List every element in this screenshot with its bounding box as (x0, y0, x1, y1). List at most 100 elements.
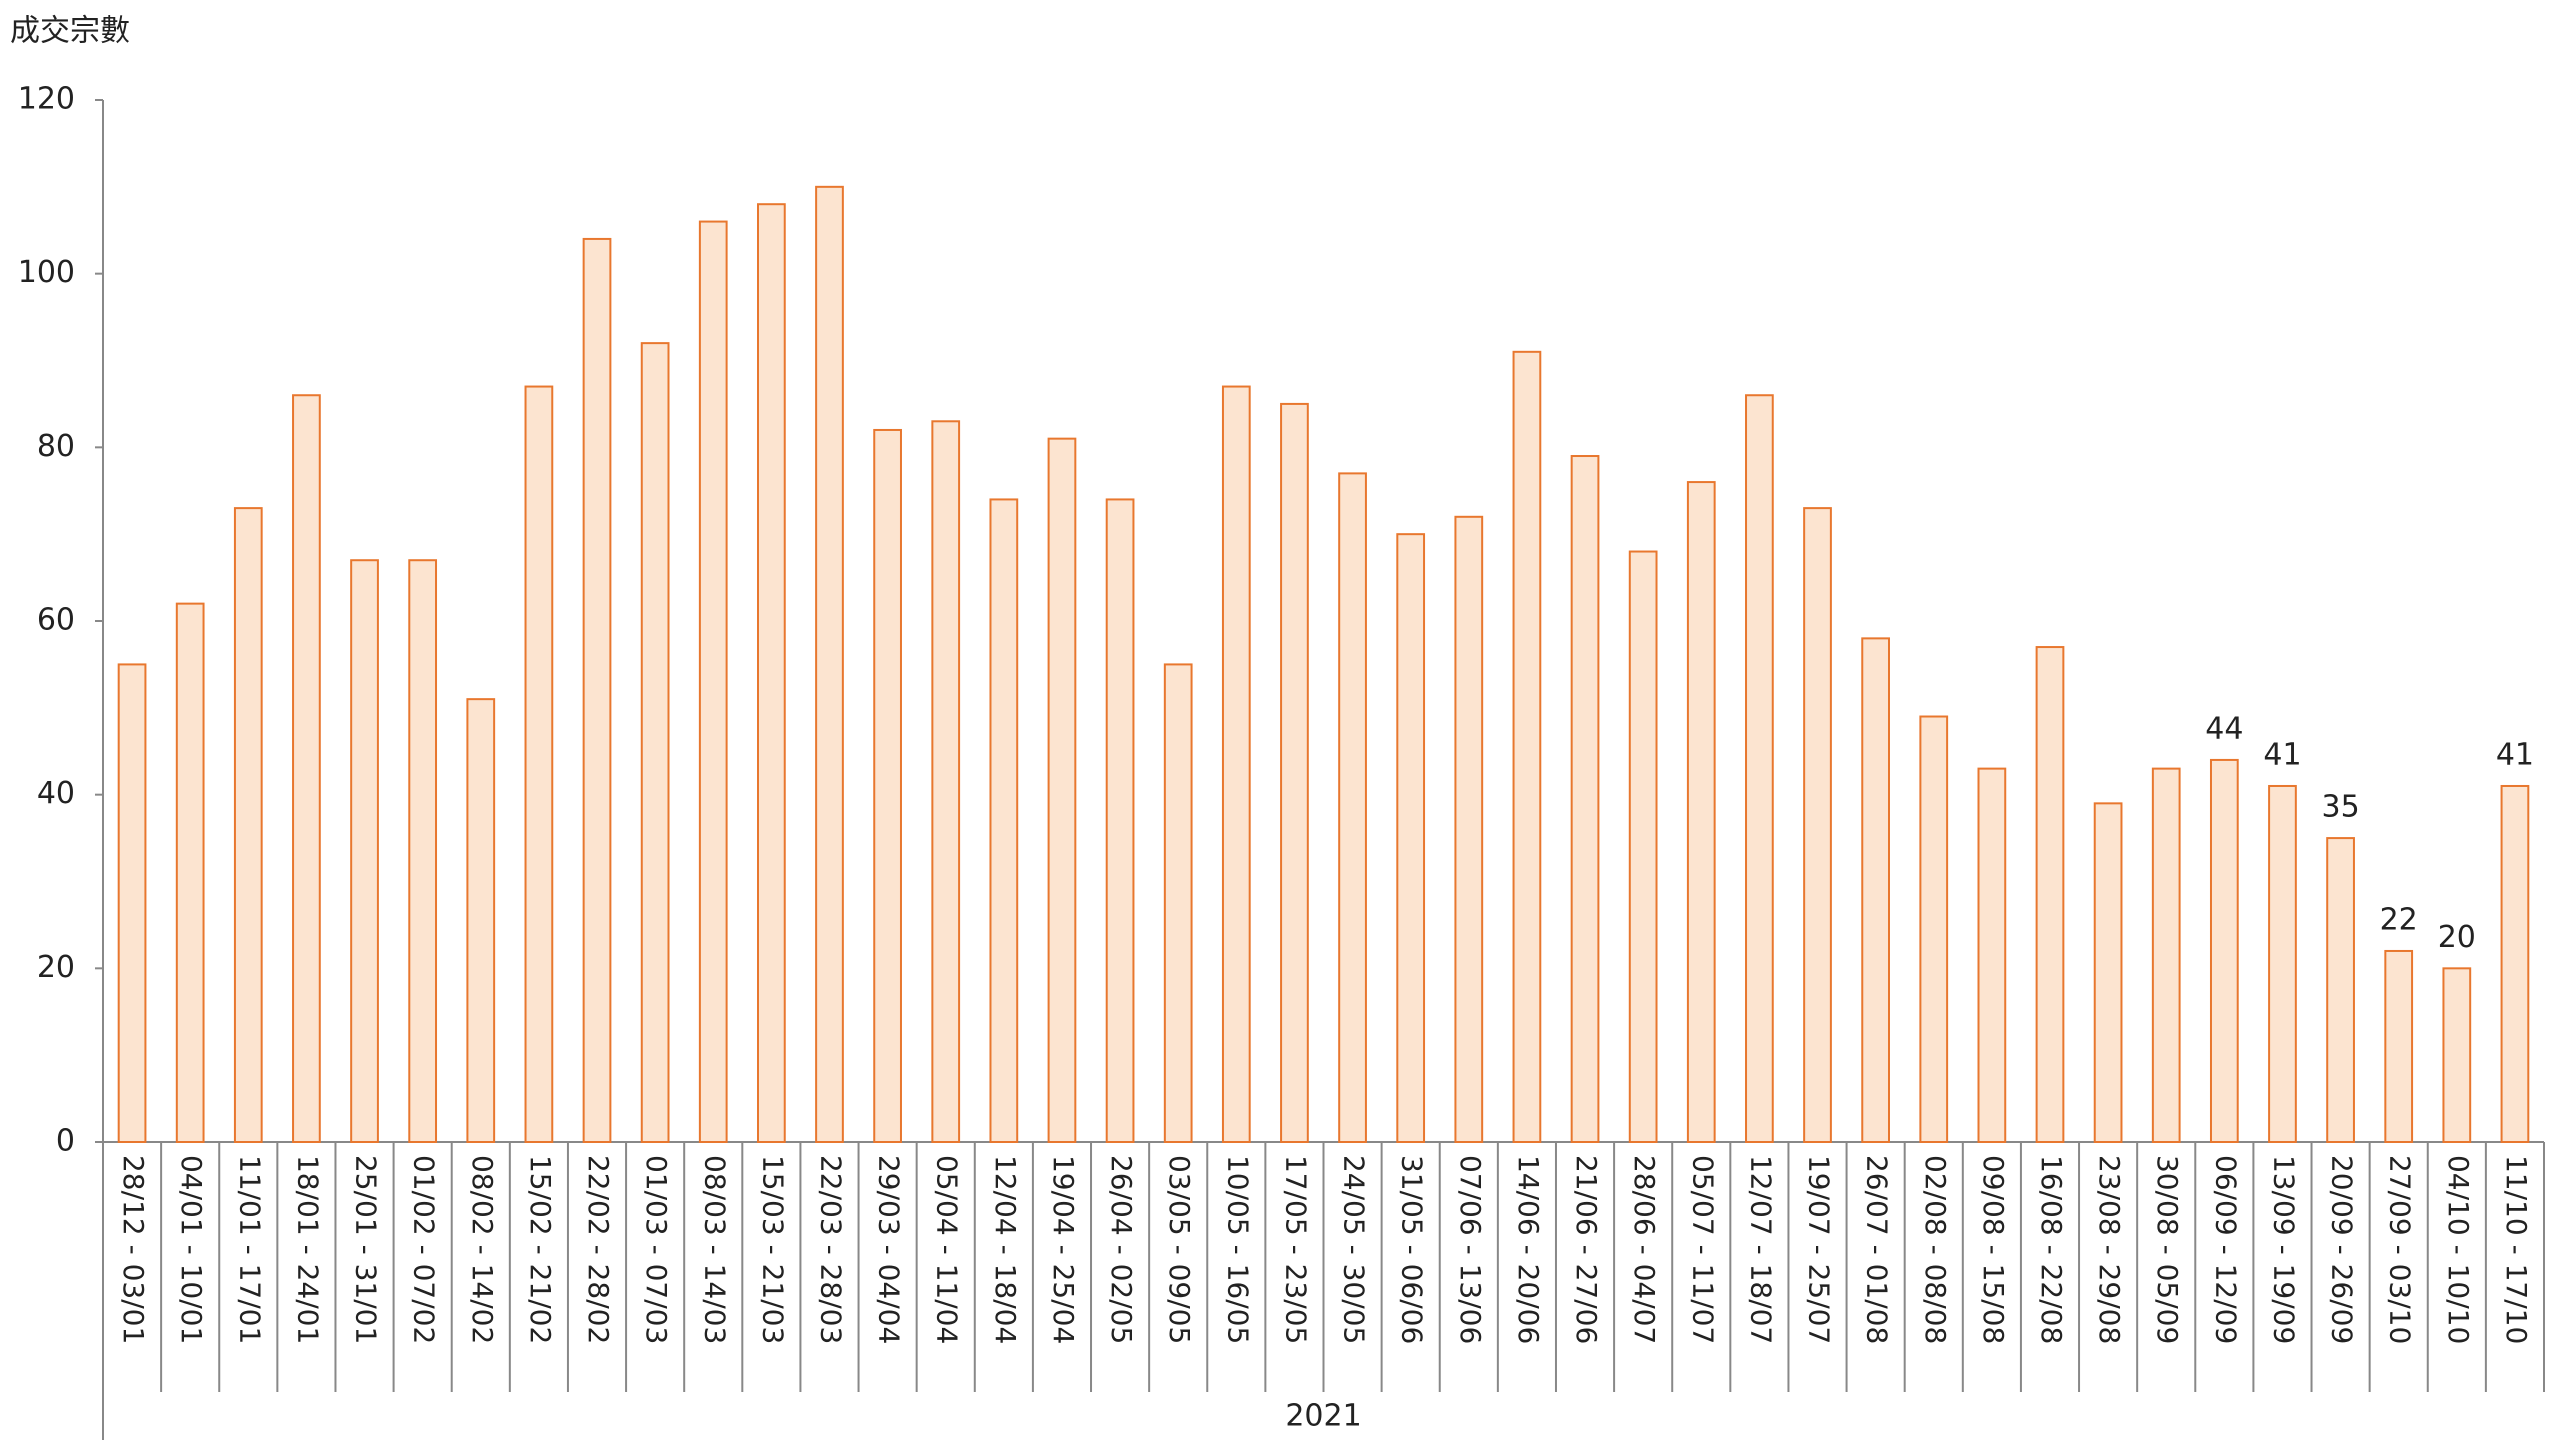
bar (1803, 507, 1832, 1144)
bar (1454, 515, 1484, 1143)
x-tick-label: 18/01 - 24/01 (291, 1155, 324, 1344)
x-tick-label: 23/08 - 29/08 (2093, 1155, 2126, 1344)
x-tick-label: 10/05 - 16/05 (1221, 1155, 1254, 1344)
bar (2500, 784, 2530, 1143)
data-label: 20 (2438, 920, 2476, 955)
group-label: 2021 (1285, 1399, 1361, 1434)
x-tick-label: 27/09 - 03/10 (2384, 1155, 2417, 1344)
bar (1396, 533, 1426, 1143)
x-tick-label: 13/09 - 19/09 (2267, 1155, 2300, 1344)
bar (640, 342, 670, 1143)
x-tick-label: 28/06 - 04/07 (1628, 1155, 1661, 1344)
bar (2035, 646, 2065, 1143)
data-label: 44 (2205, 711, 2243, 746)
y-tick-label: 40 (37, 776, 75, 811)
x-tick-label: 11/10 - 17/10 (2500, 1155, 2533, 1344)
bar (1280, 402, 1309, 1143)
x-tick-label: 19/04 - 25/04 (1047, 1155, 1080, 1344)
x-tick-label: 20/09 - 26/09 (2326, 1155, 2359, 1344)
x-tick-label: 26/04 - 02/05 (1105, 1155, 1138, 1344)
x-tick-label: 14/06 - 20/06 (1512, 1155, 1545, 1344)
x-tick-label: 11/01 - 17/01 (233, 1155, 266, 1344)
bar (1221, 385, 1251, 1143)
y-tick-label: 100 (18, 255, 75, 290)
x-tick-label: 06/09 - 12/09 (2209, 1155, 2242, 1344)
x-tick-label: 31/05 - 06/06 (1396, 1155, 1429, 1344)
bar (2093, 802, 2123, 1143)
x-tick-label: 24/05 - 30/05 (1338, 1155, 1371, 1344)
bar (117, 663, 147, 1144)
bar (1861, 637, 1890, 1143)
bar (1628, 550, 1658, 1143)
bar (1745, 394, 1774, 1143)
x-tick-label: 08/03 - 14/03 (698, 1155, 731, 1344)
x-tick-label: 15/02 - 21/02 (524, 1155, 557, 1344)
x-tick-label: 01/02 - 07/02 (408, 1155, 441, 1344)
x-tick-label: 09/08 - 15/08 (1977, 1155, 2010, 1344)
x-tick-label: 19/07 - 25/07 (1803, 1155, 1836, 1344)
x-tick-label: 22/02 - 28/02 (582, 1155, 615, 1344)
x-tick-label: 22/03 - 28/03 (814, 1155, 847, 1344)
y-tick-label: 0 (56, 1124, 75, 1159)
bar (1977, 767, 2007, 1143)
bar (1163, 663, 1193, 1144)
bar (2442, 967, 2472, 1143)
bar (1686, 481, 1716, 1144)
x-tick-label: 30/08 - 05/09 (2151, 1155, 2184, 1344)
bar (582, 237, 612, 1143)
x-tick-label: 16/08 - 22/08 (2035, 1155, 2068, 1344)
x-tick-label: 25/01 - 31/01 (350, 1155, 383, 1344)
x-tick-label: 28/12 - 03/01 (117, 1155, 150, 1344)
x-tick-label: 05/04 - 11/04 (931, 1155, 964, 1344)
bar (2268, 784, 2297, 1143)
bar (2326, 837, 2355, 1143)
bar (466, 698, 496, 1144)
bar (815, 185, 844, 1144)
data-label: 41 (2496, 737, 2534, 772)
data-label: 22 (2380, 902, 2418, 937)
x-tick-label: 04/01 - 10/01 (175, 1155, 208, 1344)
bar (757, 203, 786, 1143)
y-axis-label: 成交宗數 (10, 14, 130, 49)
x-tick-label: 12/07 - 18/07 (1744, 1155, 1777, 1344)
y-tick-label: 120 (18, 82, 75, 117)
x-tick-label: 02/08 - 08/08 (1919, 1155, 1952, 1344)
bar (350, 559, 379, 1143)
y-tick-label: 80 (37, 429, 75, 464)
bar (989, 498, 1019, 1143)
x-tick-label: 12/04 - 18/04 (989, 1155, 1022, 1344)
x-tick-label: 29/03 - 04/04 (873, 1155, 906, 1344)
bar (292, 394, 321, 1143)
bar (1105, 498, 1135, 1143)
x-tick-label: 01/03 - 07/03 (640, 1155, 673, 1344)
x-tick-label: 21/06 - 27/06 (1570, 1155, 1603, 1344)
bar (698, 220, 728, 1144)
bar (2209, 758, 2239, 1144)
bar (873, 428, 902, 1143)
bar (233, 507, 263, 1144)
bar (1919, 715, 1949, 1143)
bar (175, 602, 205, 1143)
bar (1570, 455, 1600, 1143)
x-tick-label: 26/07 - 01/08 (1861, 1155, 1894, 1344)
y-tick-label: 20 (37, 950, 75, 985)
x-tick-label: 15/03 - 21/03 (756, 1155, 789, 1344)
data-label: 35 (2321, 790, 2359, 825)
data-label: 41 (2263, 737, 2301, 772)
x-tick-label: 07/06 - 13/06 (1454, 1155, 1487, 1344)
bar (408, 559, 438, 1143)
bar (1338, 472, 1367, 1143)
x-tick-label: 05/07 - 11/07 (1686, 1155, 1719, 1344)
x-tick-label: 03/05 - 09/05 (1163, 1155, 1196, 1344)
x-tick-label: 17/05 - 23/05 (1279, 1155, 1312, 1344)
bar (931, 420, 961, 1143)
bar (2384, 949, 2414, 1144)
bar (524, 385, 554, 1143)
bar (1047, 437, 1077, 1143)
y-tick-label: 60 (37, 603, 75, 638)
bar (2151, 767, 2181, 1143)
x-tick-label: 08/02 - 14/02 (466, 1155, 499, 1344)
bar (1512, 350, 1542, 1144)
